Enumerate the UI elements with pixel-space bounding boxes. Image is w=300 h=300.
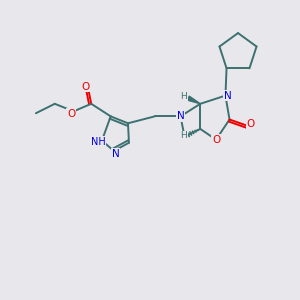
Polygon shape bbox=[188, 96, 200, 104]
Text: O: O bbox=[212, 135, 220, 145]
Text: O: O bbox=[247, 119, 255, 129]
Text: N: N bbox=[112, 149, 119, 159]
Text: H: H bbox=[181, 131, 187, 140]
Text: N: N bbox=[224, 91, 232, 100]
Text: O: O bbox=[67, 109, 75, 119]
Text: NH: NH bbox=[91, 137, 106, 147]
Text: O: O bbox=[81, 82, 90, 92]
Text: H: H bbox=[181, 92, 187, 101]
Text: N: N bbox=[177, 111, 184, 122]
